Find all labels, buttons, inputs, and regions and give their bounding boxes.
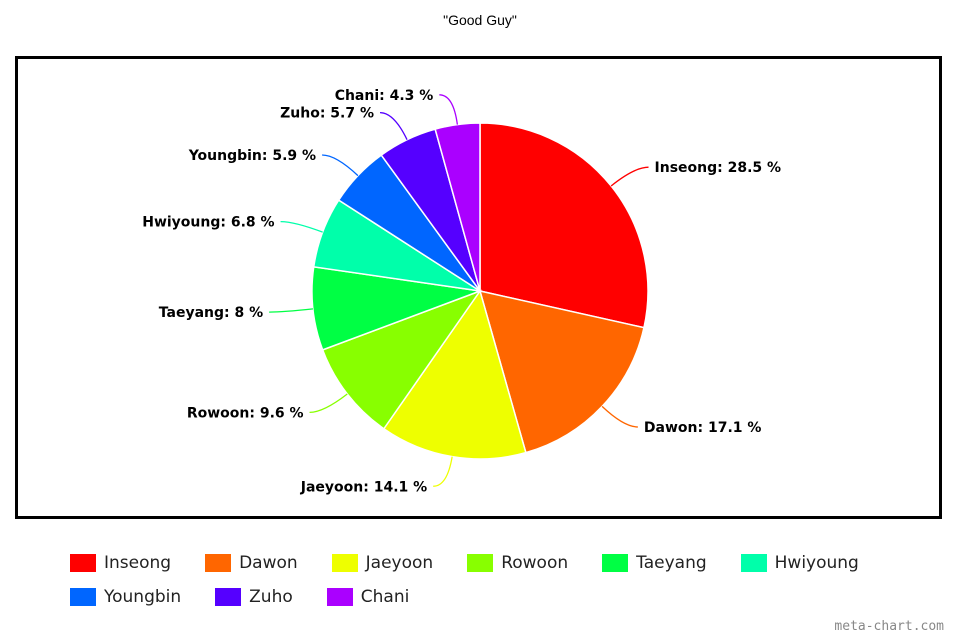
slice-label-inseong: Inseong: 28.5 % bbox=[655, 160, 782, 176]
chart-title: "Good Guy" bbox=[443, 12, 517, 28]
legend-item-rowoon: Rowoon bbox=[467, 550, 568, 576]
legend-label: Jaeyoon bbox=[365, 553, 434, 573]
legend-swatch bbox=[215, 588, 242, 606]
legend: Inseong Dawon Jaeyoon Rowoon Taeyang Hwiyoung… bbox=[70, 550, 930, 610]
legend-swatch bbox=[331, 554, 358, 572]
slice-label-hwiyoung: Hwiyoung: 6.8 % bbox=[142, 215, 274, 231]
legend-swatch bbox=[205, 554, 232, 572]
legend-swatch bbox=[70, 588, 96, 606]
legend-swatch bbox=[326, 588, 353, 606]
slice-label-jaeyoon: Jaeyoon: 14.1 % bbox=[300, 479, 427, 495]
legend-label: Taeyang bbox=[636, 553, 707, 573]
legend-label: Chani bbox=[360, 587, 410, 607]
slice-label-zuho: Zuho: 5.7 % bbox=[280, 106, 374, 122]
slice-label-taeyang: Taeyang: 8 % bbox=[159, 305, 263, 321]
legend-item-zuho: Zuho bbox=[215, 584, 293, 610]
pie-slice-chani bbox=[434, 122, 481, 292]
legend-item-taeyang: Taeyang bbox=[602, 550, 707, 576]
legend-item-youngbin: Youngbin bbox=[70, 584, 181, 610]
legend-label: Zuho bbox=[249, 587, 293, 607]
legend-swatch bbox=[602, 554, 629, 572]
pie-slice-dawon bbox=[478, 289, 645, 454]
slice-label-dawon: Dawon: 17.1 % bbox=[644, 420, 762, 436]
slice-label-youngbin: Youngbin: 5.9 % bbox=[188, 148, 316, 164]
legend-swatch bbox=[740, 554, 767, 572]
legend-label: Youngbin bbox=[104, 587, 182, 607]
legend-label: Hwiyoung bbox=[774, 553, 859, 573]
legend-item-chani: Chani bbox=[326, 584, 410, 610]
slice-label-rowoon: Rowoon: 9.6 % bbox=[187, 405, 304, 421]
legend-item-inseong: Inseong bbox=[70, 550, 171, 576]
leader-line-dawon bbox=[601, 405, 638, 428]
leader-line-hwiyoung bbox=[280, 220, 323, 233]
leader-line-chani bbox=[439, 94, 459, 125]
credit-text: meta-chart.com bbox=[834, 619, 944, 634]
legend-item-jaeyoon: Jaeyoon bbox=[331, 550, 434, 576]
leader-line-inseong bbox=[610, 166, 649, 187]
leader-line-youngbin bbox=[322, 154, 359, 177]
legend-label: Rowoon bbox=[501, 553, 569, 573]
legend-swatch bbox=[467, 554, 494, 572]
legend-label: Dawon bbox=[239, 553, 298, 573]
leader-line-zuho bbox=[379, 111, 408, 140]
legend-item-dawon: Dawon bbox=[205, 550, 298, 576]
pie-slice-inseong bbox=[479, 122, 649, 329]
legend-label: Inseong bbox=[104, 553, 172, 573]
legend-swatch bbox=[70, 554, 96, 572]
plot-area bbox=[15, 56, 942, 519]
slice-label-chani: Chani: 4.3 % bbox=[335, 88, 434, 104]
leader-line-rowoon bbox=[309, 393, 348, 414]
leader-line-jaeyoon bbox=[433, 456, 453, 487]
legend-item-hwiyoung: Hwiyoung bbox=[740, 550, 859, 576]
leader-line-taeyang bbox=[269, 308, 314, 313]
